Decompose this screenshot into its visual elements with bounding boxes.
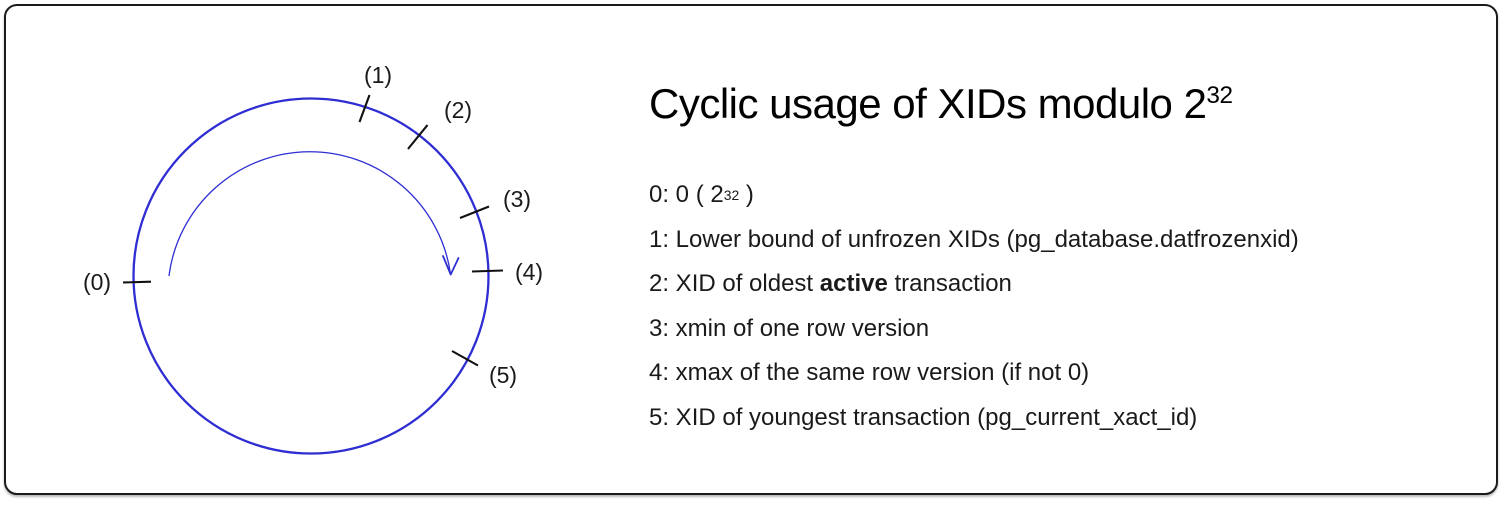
legend-item-text: 3: xmin of one row version — [649, 314, 930, 342]
xid-circle — [132, 97, 490, 455]
xid-cycle-diagram: (0) (1) (2) (3) (4) (5) — [83, 62, 543, 455]
legend-item-bold: active — [819, 270, 888, 298]
page-title-text: Cyclic usage of XIDs modulo 2 — [649, 80, 1207, 127]
legend-item-text: ) — [739, 181, 754, 209]
circle-label-1: (1) — [364, 62, 392, 88]
tick-mark-2 — [407, 124, 429, 150]
circle-label-4: (4) — [515, 259, 543, 285]
legend-item-2: 2: XID of oldest active transaction — [649, 262, 1299, 307]
legend-item-text: transaction — [887, 270, 1012, 298]
cycle-direction-arrow — [168, 151, 452, 277]
diagram-panel: (0) (1) (2) (3) (4) (5) Cyclic usage of … — [4, 4, 1498, 495]
tick-mark-4 — [471, 269, 504, 273]
legend-item-0: 0: 0 ( 2 32 ) — [649, 181, 754, 209]
legend-item-text: 1: Lower bound of unfrozen XIDs (pg_data… — [649, 225, 1299, 253]
circle-label-2: (2) — [444, 97, 472, 123]
legend-item-text: 0: 0 ( 2 — [649, 181, 724, 209]
legend-item-text: 2: XID of oldest — [649, 270, 820, 298]
page-title: Cyclic usage of XIDs modulo 232 — [649, 80, 1233, 128]
circle-label-3: (3) — [503, 186, 531, 212]
page-title-superscript: 32 — [1206, 82, 1233, 109]
tick-mark-5 — [451, 350, 479, 367]
tick-mark-1 — [358, 94, 371, 123]
tick-mark-3 — [459, 205, 490, 219]
legend-item-5: 5: XID of youngest transaction (pg_curre… — [649, 396, 1299, 441]
tick-mark-0 — [122, 280, 152, 284]
circle-label-5: (5) — [489, 362, 517, 388]
legend-item-text: 5: XID of youngest transaction (pg_curre… — [649, 403, 1198, 431]
legend-item-3: 3: xmin of one row version — [649, 307, 1299, 352]
legend-item-1: 1: Lower bound of unfrozen XIDs (pg_data… — [649, 218, 1299, 263]
legend-item-text: 4: xmax of the same row version (if not … — [649, 359, 1090, 387]
circle-label-0: (0) — [83, 269, 111, 295]
legend-list: 0: 0 ( 2 32 ) 1: Lower bound of unfrozen … — [649, 173, 1299, 440]
legend-item-4: 4: xmax of the same row version (if not … — [649, 351, 1299, 396]
arrow-head-icon — [442, 255, 460, 276]
